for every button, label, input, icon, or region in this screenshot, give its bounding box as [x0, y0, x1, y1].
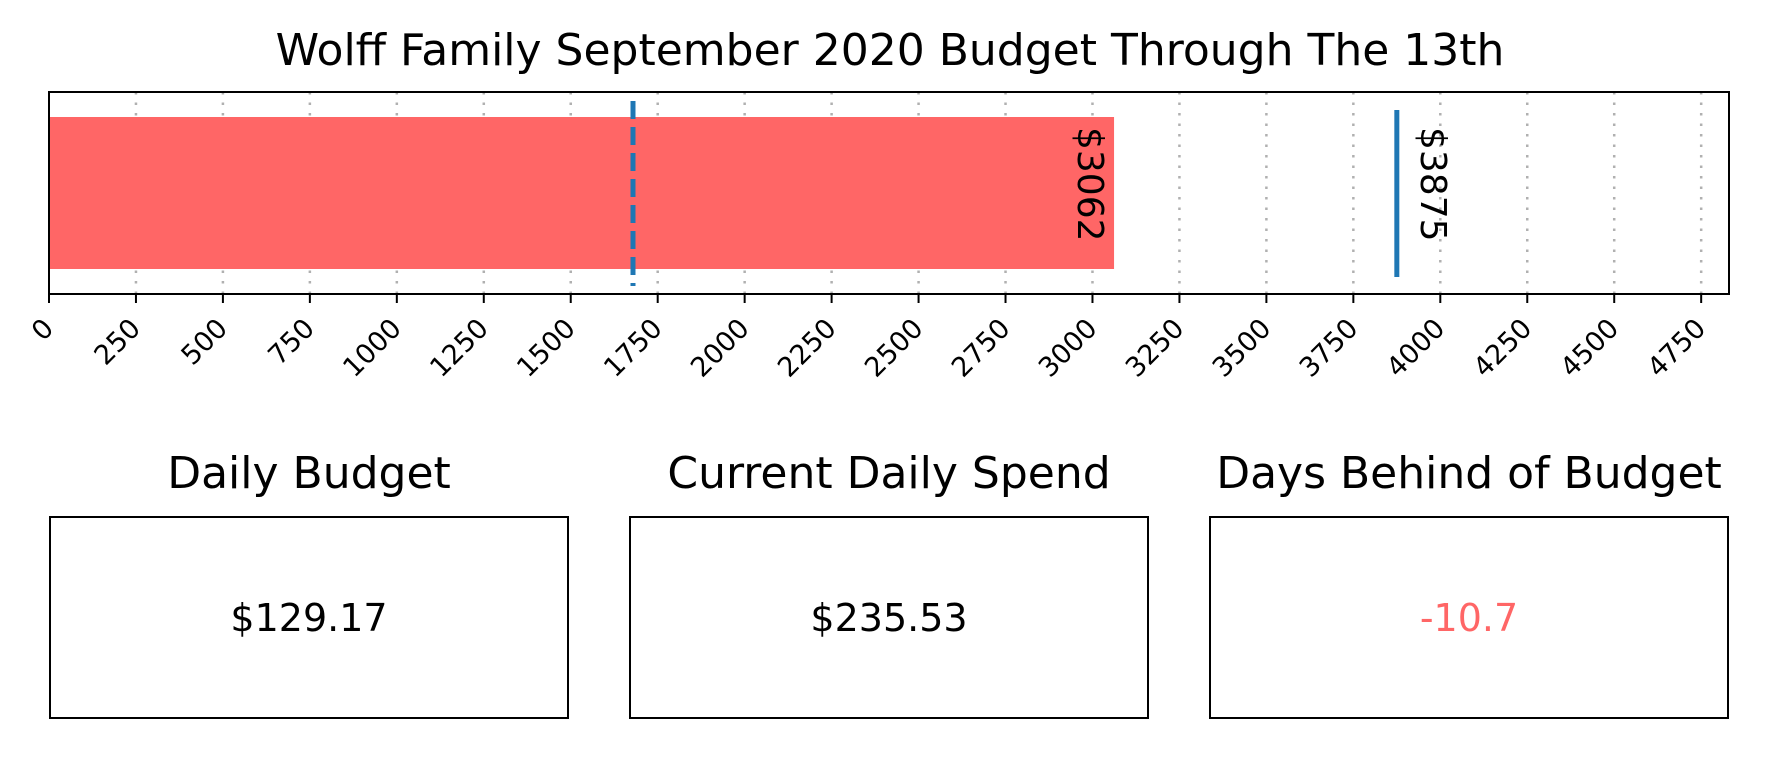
x-tick-label: 1250 [424, 313, 495, 384]
x-tick-label: 4250 [1468, 313, 1539, 384]
chart-title: Wolff Family September 2020 Budget Throu… [276, 25, 1505, 76]
x-tick-label: 500 [175, 313, 233, 371]
current-daily-spend-value: $235.53 [810, 595, 968, 640]
x-tick-label: 2750 [946, 313, 1017, 384]
spent-bar-label: $3062 [1069, 127, 1110, 242]
x-axis-ticks: 0 250 500 750 1000 1250 1500 1750 2000 2250 2500 27… [26, 294, 1712, 384]
x-tick-label: 2500 [859, 313, 930, 384]
x-tick-label: 2250 [772, 313, 843, 384]
x-tick-label: 4000 [1381, 313, 1452, 384]
x-tick-label: 3000 [1033, 313, 1104, 384]
plot-frame [48, 91, 1730, 295]
spent-bar [49, 117, 1115, 269]
x-tick-label: 750 [262, 313, 320, 371]
x-tick-label: 4500 [1555, 313, 1626, 384]
current-daily-spend-title: Current Daily Spend [667, 448, 1111, 499]
current-daily-spend-box: $235.53 [629, 516, 1149, 719]
days-behind-title: Days Behind of Budget [1216, 448, 1722, 499]
x-tick-label: 3750 [1294, 313, 1365, 384]
x-tick-label: 250 [89, 313, 147, 371]
x-tick-label: 3250 [1120, 313, 1191, 384]
x-tick-label: 1750 [598, 313, 669, 384]
budget-chart: Wolff Family September 2020 Budget Throu… [26, 25, 1730, 384]
budget-line-label: $3875 [1412, 127, 1453, 242]
x-tick-label: 0 [26, 313, 60, 347]
x-tick-label: 1000 [337, 313, 408, 384]
x-tick-label: 4750 [1642, 313, 1713, 384]
x-tick-label: 2000 [685, 313, 756, 384]
daily-budget-box: $129.17 [49, 516, 569, 719]
days-behind-box: -10.7 [1209, 516, 1729, 719]
x-tick-label: 1500 [511, 313, 582, 384]
bar-layer: $3062 [49, 117, 1115, 269]
daily-budget-value: $129.17 [230, 595, 388, 640]
daily-budget-title: Daily Budget [167, 448, 451, 499]
reference-lines: $3875 [630, 101, 1453, 286]
days-behind-value: -10.7 [1419, 595, 1519, 640]
x-tick-label: 3500 [1207, 313, 1278, 384]
